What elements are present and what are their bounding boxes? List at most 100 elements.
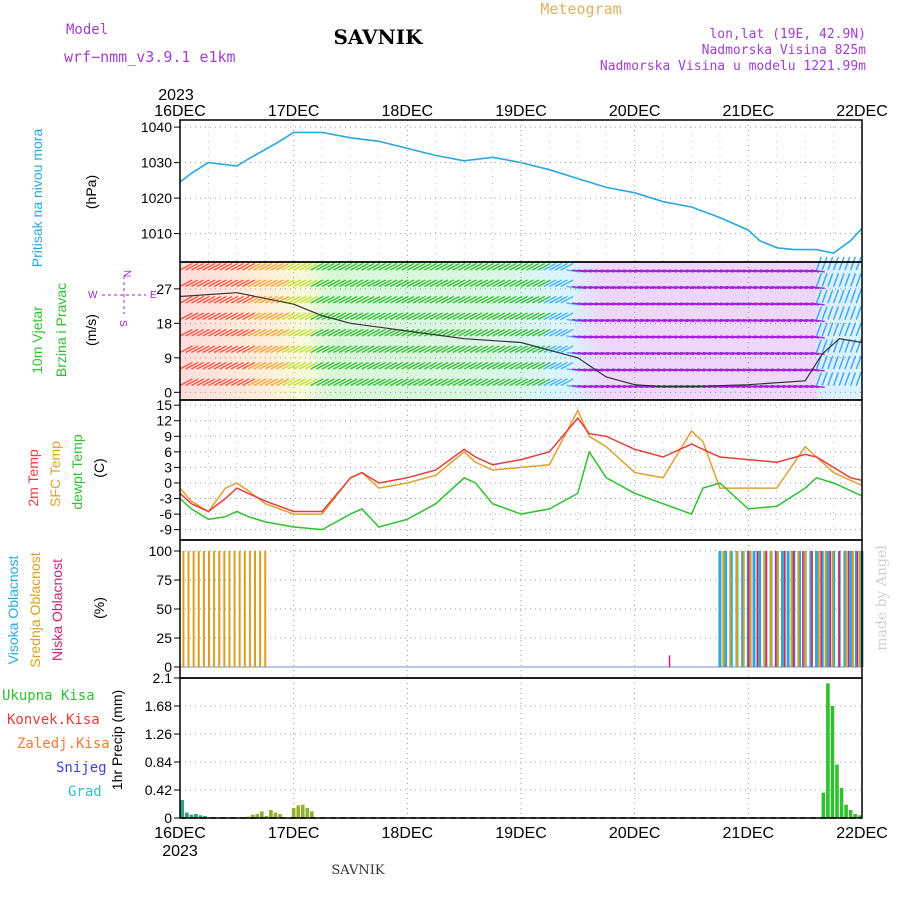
- wind-barbs: [179, 256, 862, 400]
- wind-barb: [293, 345, 307, 354]
- model-elevation-text: Nadmorska Visina u modelu 1221.99m: [600, 59, 866, 74]
- wind-barb: [486, 262, 500, 271]
- wind-barb: [731, 351, 746, 356]
- wind-barb: [799, 351, 814, 356]
- wind-barb: [736, 351, 751, 356]
- wind-barb: [378, 345, 392, 354]
- wind-barb: [600, 285, 615, 290]
- precip-bar: [310, 811, 314, 818]
- precip-bar: [291, 808, 296, 818]
- wind-barb: [384, 279, 398, 288]
- wind-barb: [225, 361, 239, 370]
- wind-barb: [458, 279, 472, 288]
- wind-barb: [623, 269, 638, 273]
- wind-barb: [225, 345, 239, 354]
- wind-barb: [776, 368, 791, 372]
- wind-barb: [657, 269, 672, 273]
- compass-e: E: [150, 290, 157, 301]
- wind-barb: [850, 355, 857, 370]
- wind-barb: [497, 345, 511, 354]
- wind-barb: [367, 295, 381, 304]
- wind-barb: [600, 302, 615, 306]
- wind-barb: [503, 378, 517, 387]
- wind-barb: [832, 289, 839, 304]
- wind-barb: [338, 262, 352, 271]
- wind-barb: [458, 295, 472, 304]
- wind-barb: [208, 279, 222, 288]
- wind-barb: [566, 368, 581, 372]
- wind-barb: [691, 368, 706, 372]
- wind-barb: [236, 328, 250, 337]
- wind-barb: [606, 351, 621, 356]
- wind-barb: [753, 318, 768, 323]
- wind-barb: [281, 345, 295, 354]
- niska-cloud-spike: [668, 655, 671, 667]
- compass-n: N: [121, 270, 132, 277]
- wind-barb: [287, 361, 301, 370]
- niska-cloud-bar: [856, 551, 859, 667]
- wind-barb: [202, 295, 216, 304]
- wind-barb: [685, 318, 700, 323]
- wind-barb: [765, 285, 780, 290]
- y-tick-label: 0: [164, 810, 172, 826]
- wind-barb: [606, 269, 621, 273]
- wind-barb: [623, 351, 638, 356]
- wind-barb: [742, 318, 757, 323]
- y-tick-label: -6: [160, 506, 173, 522]
- date-label-top: 16DEC: [154, 103, 206, 120]
- wind-barb: [191, 345, 205, 354]
- date-label-bottom: 16DEC: [154, 825, 206, 842]
- wind-barb: [435, 312, 449, 321]
- wind-barb: [247, 361, 261, 370]
- wind-barb: [793, 285, 808, 290]
- wind-barb: [628, 318, 643, 323]
- wind-barb: [640, 285, 655, 290]
- wind-barb: [844, 339, 851, 353]
- wind-barb: [821, 355, 828, 370]
- wind-barb: [680, 368, 695, 372]
- wind-barb: [742, 302, 757, 306]
- wind-barb: [714, 318, 729, 323]
- wind-barb: [855, 289, 862, 304]
- wind-barb: [401, 262, 415, 271]
- wind-barb: [287, 279, 301, 288]
- wind-barb: [384, 328, 398, 337]
- wind-barb: [554, 361, 568, 370]
- wind-barb: [634, 351, 649, 356]
- wind-barb: [259, 312, 273, 321]
- precip-bar: [830, 706, 835, 818]
- wind-barb: [691, 318, 706, 323]
- wind-barb: [838, 256, 845, 271]
- srednja-cloud-bar: [202, 551, 205, 667]
- wind-barb: [327, 295, 341, 304]
- wind-barb: [333, 295, 347, 304]
- wind-barb: [503, 279, 517, 288]
- niska-cloud-bar: [802, 551, 804, 667]
- wind-barb: [321, 295, 335, 304]
- wind-barb: [549, 378, 563, 387]
- wind-barb: [691, 335, 706, 339]
- wind-barb: [651, 368, 666, 372]
- visoka-cloud-bar: [775, 551, 779, 667]
- wind-barb: [731, 269, 746, 273]
- wind-barb: [293, 361, 307, 370]
- visoka-cloud-bar: [849, 551, 853, 667]
- precip-bar: [250, 814, 255, 818]
- wind-barb: [838, 339, 845, 353]
- date-label-top: 20DEC: [609, 103, 661, 120]
- wind-barb: [770, 285, 786, 290]
- wind-barb: [310, 295, 324, 304]
- wind-barb: [776, 351, 791, 356]
- wind-barb: [486, 295, 500, 304]
- visoka-cloud-bar: [786, 551, 790, 667]
- wind-barb: [230, 361, 244, 370]
- wind-barb: [674, 318, 689, 323]
- wind-barb: [185, 378, 199, 387]
- visoka-cloud-bar: [832, 551, 836, 667]
- station-title: SAVNIK: [333, 25, 423, 49]
- wind-barb: [793, 368, 808, 372]
- wind-barb: [532, 312, 546, 321]
- wind-barb: [577, 285, 592, 290]
- srednja-cloud-bar: [858, 551, 861, 667]
- wind-barb: [270, 378, 284, 387]
